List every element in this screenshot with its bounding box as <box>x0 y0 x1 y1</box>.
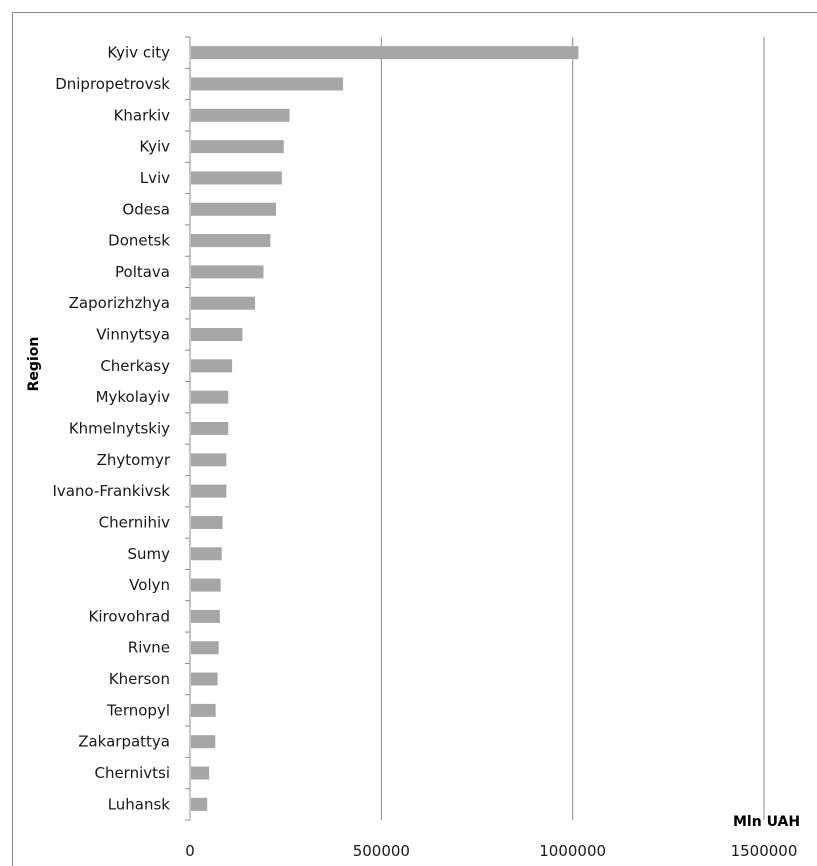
bar <box>191 515 223 529</box>
x-tick-label: 1000000 <box>539 842 606 860</box>
bar <box>191 359 233 373</box>
chart-frame <box>12 12 817 866</box>
bar <box>191 484 227 498</box>
bar <box>191 672 218 686</box>
bar <box>191 108 290 122</box>
category-label: Khmelnytskiy <box>69 420 170 438</box>
bar <box>191 735 216 749</box>
bar <box>191 202 277 216</box>
category-label: Chernihiv <box>99 513 170 531</box>
category-label: Poltava <box>115 263 170 281</box>
y-axis <box>185 36 191 821</box>
category-label: Dnipropetrovsk <box>55 75 170 93</box>
category-label: Ivano-Frankivsk <box>52 482 170 500</box>
bar <box>191 453 227 467</box>
bar <box>191 140 284 154</box>
bar <box>191 609 220 623</box>
category-label: Kirovohrad <box>89 607 170 625</box>
category-label: Zaporizhzhya <box>69 294 170 312</box>
category-label: Chernivtsi <box>94 764 170 782</box>
bar <box>191 797 208 811</box>
x-axis-title: Mln UAH <box>733 814 800 830</box>
category-label: Vinnytsya <box>96 326 170 344</box>
category-label: Sumy <box>127 545 170 563</box>
bar <box>191 390 229 404</box>
category-label: Rivne <box>128 639 170 657</box>
category-label: Mykolayiv <box>96 388 171 406</box>
category-label: Luhansk <box>108 795 171 813</box>
x-tick-label: 0 <box>185 842 195 860</box>
x-tick-label: 1500000 <box>731 842 798 860</box>
category-label: Kyiv <box>139 138 170 156</box>
bar <box>191 703 216 717</box>
category-label: Odesa <box>122 200 170 218</box>
category-label: Donetsk <box>108 232 170 250</box>
bar <box>191 422 229 435</box>
x-tick-label: 500000 <box>353 842 410 860</box>
bar <box>191 641 219 655</box>
category-labels: Kyiv city Dnipropetrovsk Kharkiv Kyiv Lviv Od… <box>52 44 170 814</box>
category-label: Volyn <box>129 576 170 594</box>
bar <box>191 328 243 342</box>
category-label: Kherson <box>109 670 170 688</box>
category-label: Zhytomyr <box>97 451 171 469</box>
category-label: Kyiv city <box>107 44 170 62</box>
bar <box>191 265 264 279</box>
category-label: Cherkasy <box>100 357 170 375</box>
bar <box>191 77 344 91</box>
bar <box>191 296 256 310</box>
bar <box>191 171 282 185</box>
y-axis-title: Region <box>26 337 42 392</box>
gridlines <box>380 37 765 820</box>
category-label: Kharkiv <box>114 106 171 124</box>
x-tick-labels: 0 500000 1000000 1500000 <box>185 842 797 860</box>
bar <box>191 578 221 592</box>
bar <box>191 234 271 248</box>
category-label: Ternopyl <box>106 701 170 719</box>
bar <box>191 766 210 780</box>
category-label: Zakarpattya <box>78 733 170 751</box>
bar <box>191 46 579 60</box>
bars <box>191 46 579 811</box>
bar <box>191 547 222 561</box>
category-label: Lviv <box>140 169 170 187</box>
